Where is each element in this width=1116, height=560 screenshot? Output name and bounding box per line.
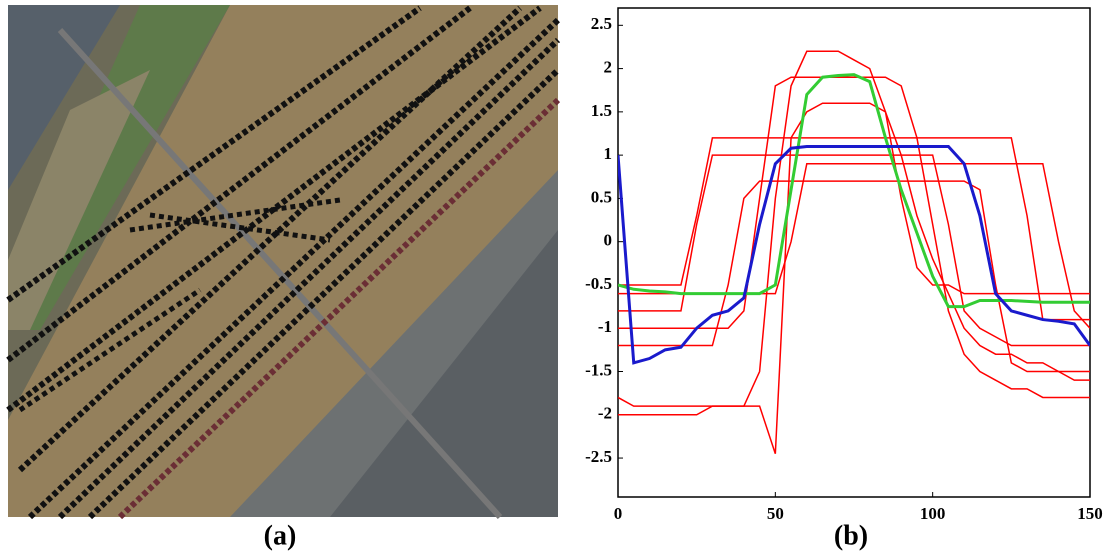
y-tick-label: 1: [604, 144, 613, 163]
y-tick-label: 0.5: [591, 187, 612, 206]
series-line: [618, 50, 1090, 407]
y-tick-label: -2: [598, 404, 612, 423]
bridge: [57, 27, 503, 520]
series-line: [618, 102, 1090, 454]
trajectory: [57, 37, 561, 520]
y-tick-label: -1: [598, 317, 612, 336]
y-tick-label: 0: [604, 231, 613, 250]
series-line: [618, 154, 1090, 347]
aerial-image: [6, 5, 561, 520]
y-tick-label: -0.5: [585, 274, 612, 293]
city-right-dense: [330, 230, 558, 517]
series-line: [618, 180, 1090, 381]
x-tick-label: 150: [1077, 504, 1103, 523]
left-bank: [8, 5, 230, 420]
y-tick-label: -1.5: [585, 360, 612, 379]
trajectory: [6, 5, 422, 303]
panel-caption: (b): [834, 520, 868, 551]
x-tick-label: 0: [614, 504, 623, 523]
y-tick-label: 2.5: [591, 14, 612, 33]
trajectory: [18, 287, 202, 413]
y-tick-label: -2.5: [585, 447, 612, 466]
series-line: [618, 144, 1090, 365]
farmland: [8, 70, 150, 330]
panel-caption: (a): [264, 520, 297, 551]
trajectory: [117, 97, 561, 520]
y-tick-label: 2: [604, 57, 613, 76]
x-tick-label: 50: [767, 504, 784, 523]
trajectory: [27, 17, 561, 520]
series-line: [618, 73, 1090, 309]
x-tick-label: 100: [920, 504, 946, 523]
y-tick-label: 1.5: [591, 101, 612, 120]
trajectory: [17, 5, 523, 473]
trajectory: [87, 67, 561, 520]
trajectory: [149, 212, 331, 243]
plot-area: [618, 50, 1090, 454]
city-left: [8, 5, 120, 190]
series-line: [618, 137, 1090, 321]
trajectory: [6, 5, 472, 363]
